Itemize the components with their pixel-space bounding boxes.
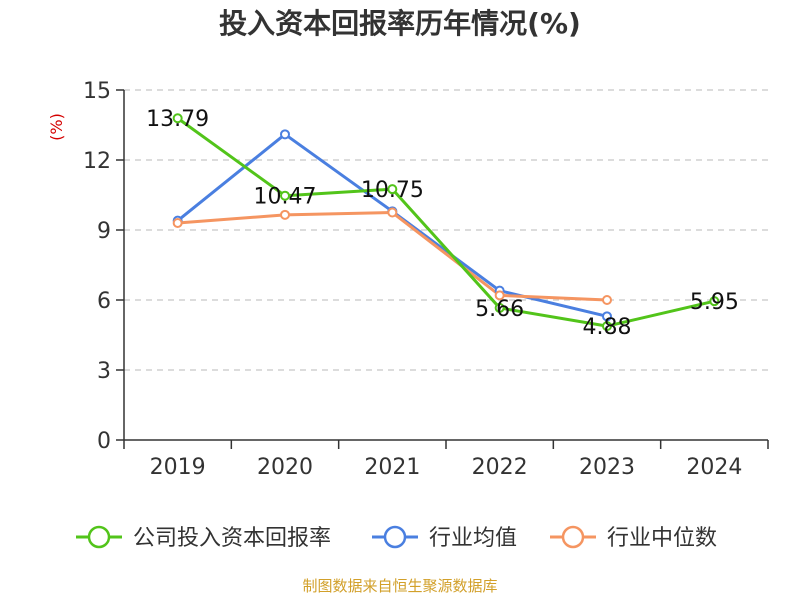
y-axis-label: (%) <box>47 113 66 141</box>
x-tick-label-2020: 2020 <box>257 455 313 480</box>
chart-title: 投入资本回报率历年情况(%) <box>219 7 581 40</box>
x-tick-label-2022: 2022 <box>472 455 528 480</box>
data-point-s0-2024 <box>709 296 720 307</box>
y-tick-label: 6 <box>97 289 111 314</box>
grid <box>124 89 768 371</box>
legend-label-1[interactable]: 行业均值 <box>429 526 517 551</box>
data-point-s2-2020 <box>280 209 290 220</box>
data-label-2024: 5.95 <box>690 290 739 315</box>
legend-label-0[interactable]: 公司投入资本回报率 <box>133 526 331 551</box>
series-lines <box>176 116 716 328</box>
data-points <box>172 113 720 332</box>
x-tick-label-2024: 2024 <box>686 455 742 480</box>
y-tick-label: 9 <box>97 219 111 244</box>
data-point-s2-2022 <box>494 290 505 301</box>
data-label-2021: 10.75 <box>361 178 424 203</box>
data-label-2020: 10.47 <box>254 185 317 210</box>
data-point-s0-2022 <box>494 302 505 313</box>
data-point-s1-2023 <box>602 311 612 322</box>
x-tick-label-2023: 2023 <box>579 455 635 480</box>
series-line-1 <box>176 132 609 318</box>
data-point-s2-2023 <box>602 295 612 305</box>
legend-label-2[interactable]: 行业中位数 <box>607 526 717 551</box>
legend: 公司投入资本回报率 行业均值 行业中位数 <box>76 525 717 551</box>
legend-marker-0 <box>87 525 111 549</box>
data-point-s0-2023 <box>602 321 612 332</box>
y-tick-label: 12 <box>83 149 111 174</box>
y-tick-label: 0 <box>97 429 111 454</box>
data-point-s1-2020 <box>280 129 290 140</box>
data-label-2019: 13.79 <box>146 107 209 132</box>
data-label-2023: 4.88 <box>583 315 632 340</box>
x-tick-label-2019: 2019 <box>150 455 206 480</box>
x-tick-label-2021: 2021 <box>364 455 420 480</box>
series-line-2 <box>176 211 609 302</box>
data-point-s2-2021 <box>387 207 398 218</box>
legend-marker-1 <box>383 525 407 549</box>
data-point-s0-2020 <box>280 190 290 201</box>
data-point-s0-2019 <box>172 113 183 124</box>
data-label-2022: 5.66 <box>475 297 524 322</box>
y-tick-label: 3 <box>97 359 111 384</box>
data-point-s2-2019 <box>172 218 183 228</box>
data-labels: 13.79 10.47 10.75 5.66 4.88 5.95 <box>146 107 739 340</box>
source-note: 制图数据来自恒生聚源数据库 <box>302 577 497 595</box>
y-tick-label: 15 <box>83 79 111 104</box>
data-point-s0-2021 <box>387 184 398 195</box>
series-line-0 <box>176 116 716 328</box>
axes: 0 3 6 9 12 15 2019 2020 2021 2022 2023 2024 <box>83 79 769 480</box>
legend-marker-2 <box>561 525 585 549</box>
